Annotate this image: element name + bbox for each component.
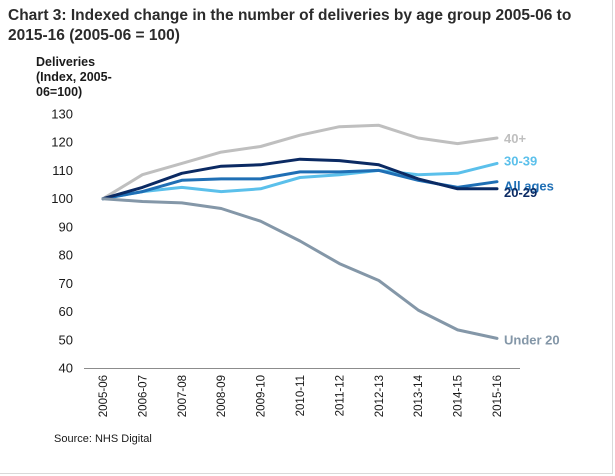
x-tick-label: 2014-15 <box>453 375 465 417</box>
y-axis-label: Deliveries (Index, 2005-06=100) <box>36 55 112 99</box>
series-line-30-39 <box>101 161 499 201</box>
x-axis: 2005-06 2006-07 2007-08 2008-09 2009-10 2010-… <box>84 368 520 417</box>
x-tick-label: 2010-11 <box>295 375 307 416</box>
y-tick-label: 130 <box>51 107 73 122</box>
source-note: Source: NHS Digital <box>54 433 152 445</box>
series-label: 20-29 <box>504 185 537 200</box>
x-tick-label: 2013-14 <box>413 374 425 417</box>
y-tick-label: 70 <box>59 276 73 291</box>
series-line-under-20 <box>101 197 499 340</box>
series-label: All ages <box>504 179 554 194</box>
y-tick-label: 60 <box>59 304 73 319</box>
x-tick-label: 2009-10 <box>256 375 268 417</box>
y-tick-label: 50 <box>59 332 73 347</box>
y-tick-label: 110 <box>52 163 73 178</box>
y-tick-label: 40 <box>59 361 73 376</box>
y-tick-label: 100 <box>51 191 73 206</box>
series-label: Under 20 <box>504 332 560 347</box>
x-tick-label: 2011-12 <box>334 375 346 416</box>
series-lines <box>101 123 499 340</box>
series-label: 40+ <box>504 131 526 146</box>
series-line-20-29 <box>101 157 499 201</box>
x-tick-label: 2006-07 <box>137 375 149 417</box>
x-tick-label: 2007-08 <box>177 375 189 417</box>
x-tick-label: 2012-13 <box>374 375 386 417</box>
y-tick-label: 120 <box>51 135 73 150</box>
chart-title: Chart 3: Indexed change in the number of… <box>8 7 572 44</box>
series-label: 30-39 <box>504 153 537 168</box>
y-tick-label: 80 <box>59 248 73 263</box>
x-tick-label: 2015-16 <box>492 375 504 417</box>
y-tick-label: 90 <box>59 219 73 234</box>
x-tick-label: 2008-09 <box>216 375 228 417</box>
y-axis: 40 50 60 70 80 90 100 110 120 130 <box>51 107 73 376</box>
series-line-40- <box>101 123 499 201</box>
x-tick-label: 2005-06 <box>98 375 110 417</box>
